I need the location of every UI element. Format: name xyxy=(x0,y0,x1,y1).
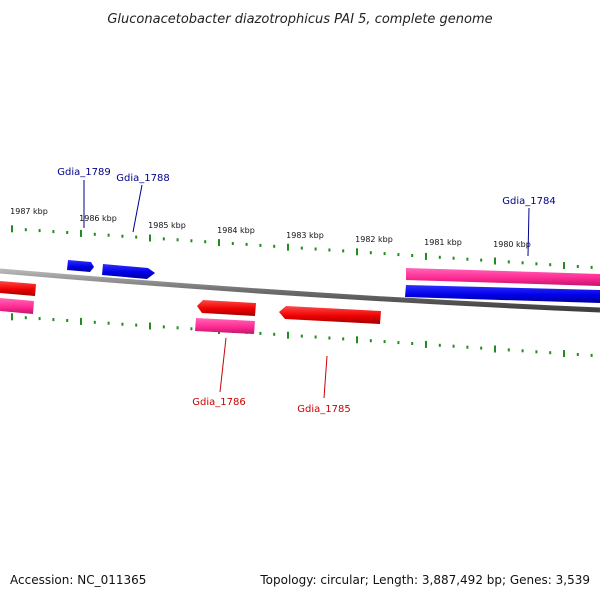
gene-arrow-gdia-1785[interactable] xyxy=(279,306,381,324)
map-title: Gluconacetobacter diazotrophicus PAI 5, … xyxy=(107,12,492,27)
gene-arrow-gdia-1786[interactable] xyxy=(197,300,256,316)
cds-feature-gdia-1784[interactable] xyxy=(406,268,600,286)
gene-label-gdia-1785[interactable]: Gdia_1785 xyxy=(297,404,350,415)
cds-feature-left-edge[interactable] xyxy=(0,298,34,314)
gene-arrow-left-edge[interactable] xyxy=(0,281,36,296)
leader-gdia-1785 xyxy=(323,355,328,399)
cds-feature-gdia-1786[interactable] xyxy=(195,318,255,334)
gene-label-gdia-1788[interactable]: Gdia_1788 xyxy=(116,173,169,184)
gene-label-gdia-1786[interactable]: Gdia_1786 xyxy=(192,397,245,408)
gene-arrow-gdia-1784[interactable] xyxy=(405,285,600,303)
gene-label-gdia-1789[interactable]: Gdia_1789 xyxy=(57,167,110,178)
scale-label-1985: 1985 kbp xyxy=(148,221,186,230)
scale-label-1980: 1980 kbp xyxy=(493,240,531,249)
gene-arrow-gdia-1789[interactable] xyxy=(67,260,94,272)
scale-label-1986: 1986 kbp xyxy=(79,214,117,223)
outer-tick-ring xyxy=(11,225,593,270)
gene-arrow-gdia-1788[interactable] xyxy=(102,264,155,279)
topology-text: Topology: circular; Length: 3,887,492 bp… xyxy=(260,573,590,587)
scale-label-1981: 1981 kbp xyxy=(424,238,462,247)
scale-label-1983: 1983 kbp xyxy=(286,231,324,240)
scale-label-1982: 1982 kbp xyxy=(355,235,393,244)
scale-label-1987: 1987 kbp xyxy=(10,207,48,216)
genome-backbone xyxy=(0,268,600,313)
leader-gdia-1784 xyxy=(527,207,530,257)
gene-label-gdia-1784[interactable]: Gdia_1784 xyxy=(502,196,555,207)
scale-label-1984: 1984 kbp xyxy=(217,226,255,235)
leader-gdia-1788 xyxy=(132,184,143,233)
scale-labels: 1987 kbp 1986 kbp 1985 kbp 1984 kbp 1983… xyxy=(10,207,531,249)
leader-gdia-1786 xyxy=(219,337,227,393)
accession-text: Accession: NC_011365 xyxy=(10,573,147,587)
